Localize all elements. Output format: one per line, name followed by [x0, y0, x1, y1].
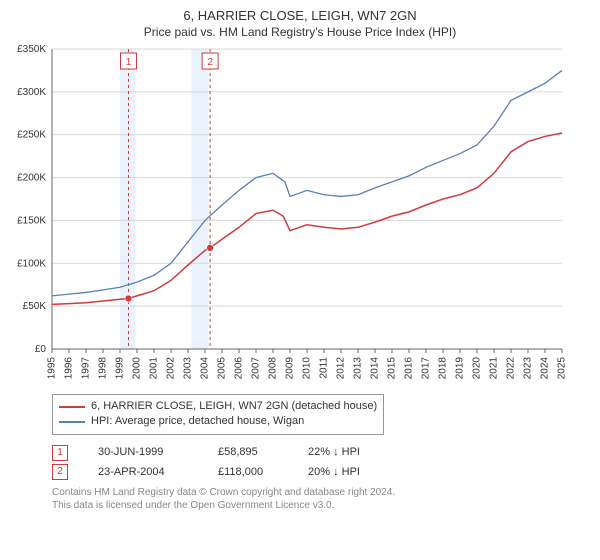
svg-text:2010: 2010: [302, 357, 313, 380]
attribution-line-1: Contains HM Land Registry data © Crown c…: [52, 486, 590, 499]
svg-text:1999: 1999: [115, 357, 126, 380]
svg-text:1996: 1996: [64, 357, 75, 380]
legend-swatch: [59, 406, 85, 408]
marker-badge: 1: [52, 445, 68, 461]
svg-text:2009: 2009: [285, 357, 296, 380]
svg-text:2019: 2019: [455, 357, 466, 380]
marker-date: 23-APR-2004: [98, 463, 188, 483]
svg-text:2: 2: [207, 57, 213, 68]
marker-table: 1 30-JUN-1999 £58,895 22% ↓ HPI 2 23-APR-2004…: [52, 443, 590, 483]
svg-text:£0: £0: [35, 344, 47, 355]
svg-text:£250K: £250K: [17, 130, 46, 141]
marker-delta: 20% ↓ HPI: [308, 463, 360, 483]
svg-text:2023: 2023: [523, 357, 534, 380]
chart-title: 6, HARRIER CLOSE, LEIGH, WN7 2GN: [10, 8, 590, 23]
marker-badge: 2: [52, 464, 68, 480]
svg-text:2008: 2008: [268, 357, 279, 380]
svg-text:2025: 2025: [557, 357, 568, 380]
svg-text:£150K: £150K: [17, 215, 46, 226]
svg-text:2013: 2013: [353, 357, 364, 380]
marker-row: 1 30-JUN-1999 £58,895 22% ↓ HPI: [52, 443, 590, 463]
svg-text:2005: 2005: [217, 357, 228, 380]
legend-label: 6, HARRIER CLOSE, LEIGH, WN7 2GN (detach…: [91, 399, 377, 414]
svg-text:2022: 2022: [506, 357, 517, 380]
marker-delta: 22% ↓ HPI: [308, 443, 360, 463]
marker-row: 2 23-APR-2004 £118,000 20% ↓ HPI: [52, 463, 590, 483]
legend-item: 6, HARRIER CLOSE, LEIGH, WN7 2GN (detach…: [59, 399, 377, 414]
svg-text:1: 1: [126, 57, 132, 68]
svg-text:2017: 2017: [421, 357, 432, 380]
svg-text:2001: 2001: [149, 357, 160, 380]
legend-item: HPI: Average price, detached house, Wiga…: [59, 414, 377, 429]
svg-text:2024: 2024: [540, 357, 551, 380]
svg-text:£200K: £200K: [17, 173, 46, 184]
svg-text:1998: 1998: [98, 357, 109, 380]
svg-text:2012: 2012: [336, 357, 347, 380]
svg-text:2004: 2004: [200, 357, 211, 380]
svg-text:2006: 2006: [234, 357, 245, 380]
marker-price: £58,895: [218, 443, 278, 463]
chart-container: 6, HARRIER CLOSE, LEIGH, WN7 2GN Price p…: [0, 0, 600, 516]
svg-text:2000: 2000: [132, 357, 143, 380]
marker-price: £118,000: [218, 463, 278, 483]
svg-text:2015: 2015: [387, 357, 398, 380]
svg-text:2021: 2021: [489, 357, 500, 380]
legend-box: 6, HARRIER CLOSE, LEIGH, WN7 2GN (detach…: [52, 394, 384, 435]
svg-text:2016: 2016: [404, 357, 415, 380]
svg-text:£350K: £350K: [17, 45, 46, 55]
svg-text:£100K: £100K: [17, 258, 46, 269]
line-chart-svg: £0 £50K £100K £150K £200K £250K £300K £350K 1995…: [10, 45, 570, 385]
svg-text:2018: 2018: [438, 357, 449, 380]
legend-label: HPI: Average price, detached house, Wiga…: [91, 414, 304, 429]
chart-area: £0 £50K £100K £150K £200K £250K £300K £350K 1995…: [10, 45, 590, 388]
attribution-line-2: This data is licensed under the Open Gov…: [52, 499, 590, 512]
svg-text:£50K: £50K: [23, 301, 47, 312]
svg-text:£300K: £300K: [17, 87, 46, 98]
svg-text:2002: 2002: [166, 357, 177, 380]
svg-text:2007: 2007: [251, 357, 262, 380]
legend-swatch: [59, 421, 85, 423]
svg-text:2014: 2014: [370, 357, 381, 380]
svg-text:1997: 1997: [81, 357, 92, 380]
attribution-text: Contains HM Land Registry data © Crown c…: [52, 486, 590, 512]
svg-text:1995: 1995: [47, 357, 58, 380]
marker-date: 30-JUN-1999: [98, 443, 188, 463]
svg-text:2020: 2020: [472, 357, 483, 380]
svg-text:2003: 2003: [183, 357, 194, 380]
chart-subtitle: Price paid vs. HM Land Registry's House …: [10, 25, 590, 39]
svg-text:2011: 2011: [319, 357, 330, 379]
